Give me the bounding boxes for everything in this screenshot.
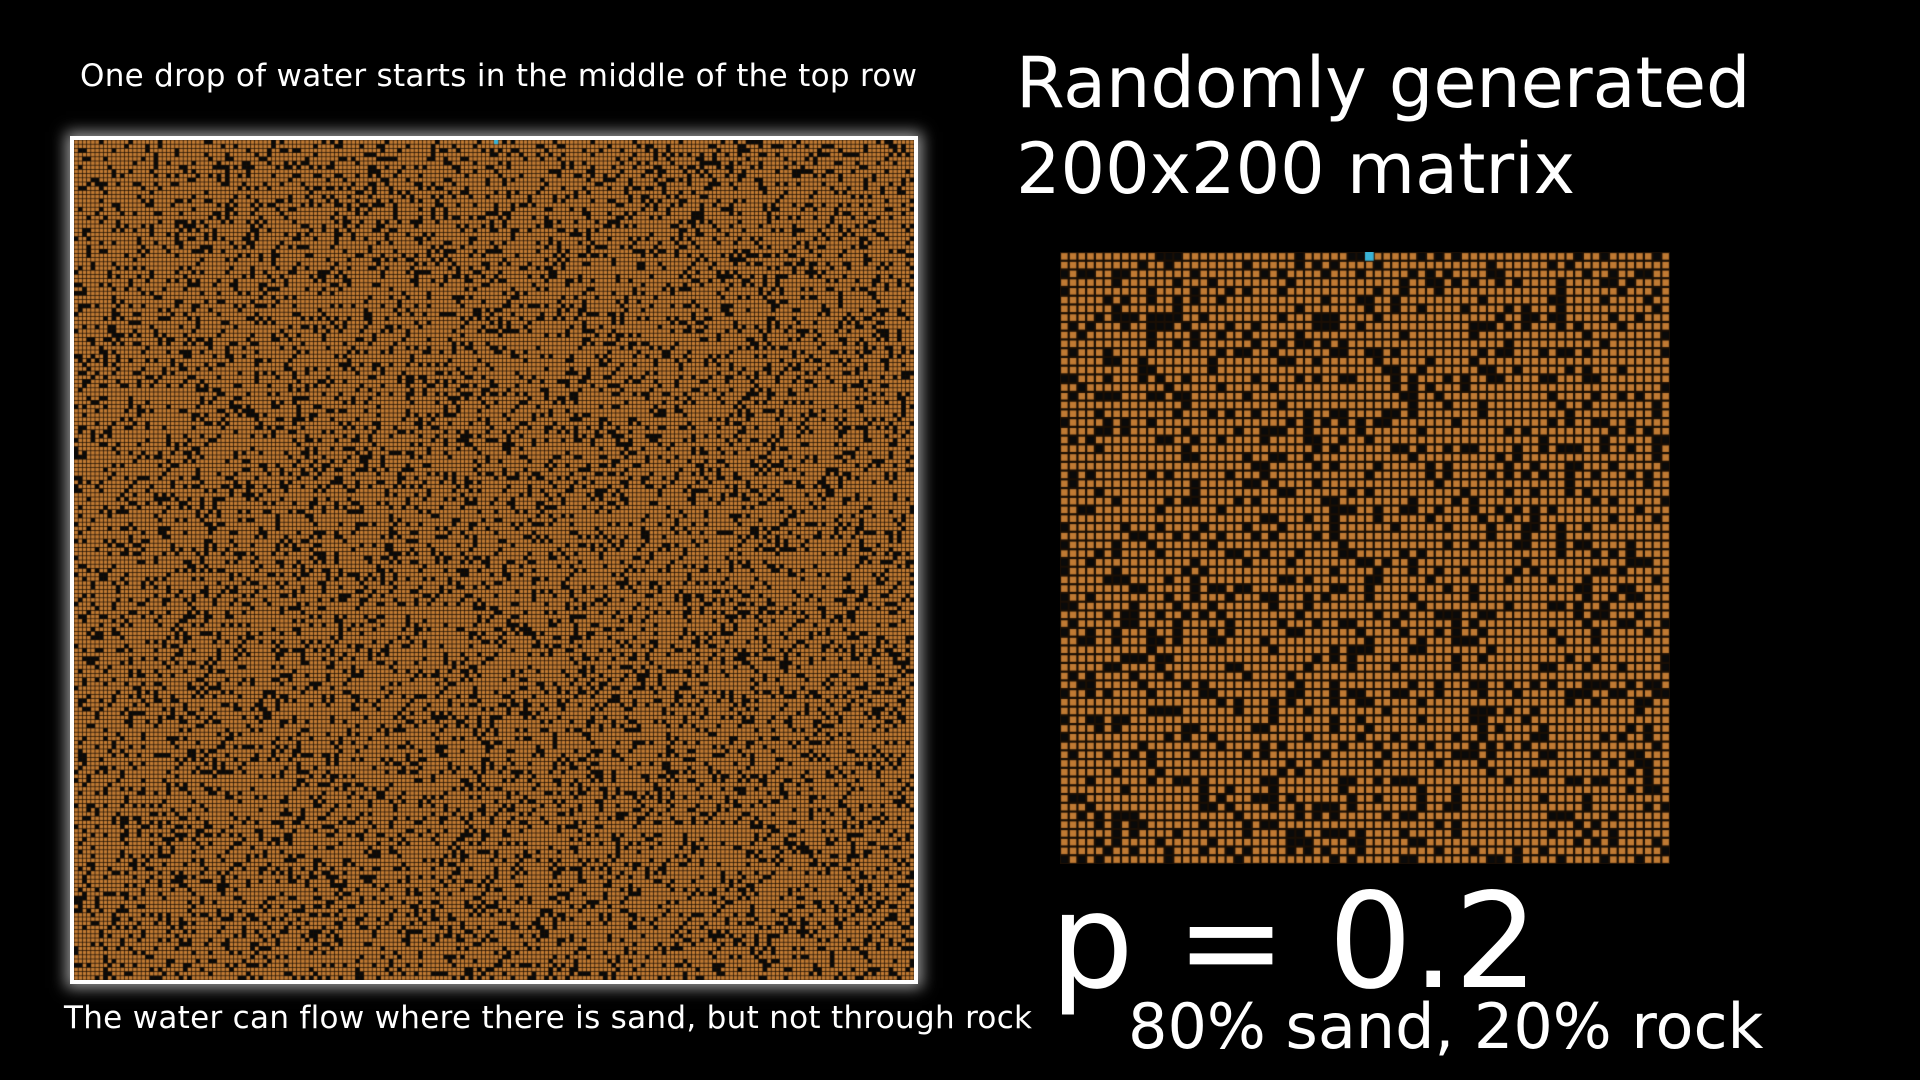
large-matrix-canvas xyxy=(74,140,914,980)
probability-label: p = 0.2 xyxy=(1050,865,1539,1019)
large-matrix-grid xyxy=(70,136,918,984)
title-line-1: Randomly generated xyxy=(1016,42,1751,124)
title-line-2: 200x200 matrix xyxy=(1016,128,1576,210)
zoomed-matrix-canvas xyxy=(1060,252,1670,864)
bottom-caption: The water can flow where there is sand, … xyxy=(64,1000,1033,1036)
composition-label: 80% sand, 20% rock xyxy=(1128,990,1764,1063)
zoomed-matrix-grid xyxy=(1060,252,1670,864)
slide-title: Randomly generated 200x200 matrix xyxy=(1016,40,1751,212)
top-caption: One drop of water starts in the middle o… xyxy=(80,58,918,94)
